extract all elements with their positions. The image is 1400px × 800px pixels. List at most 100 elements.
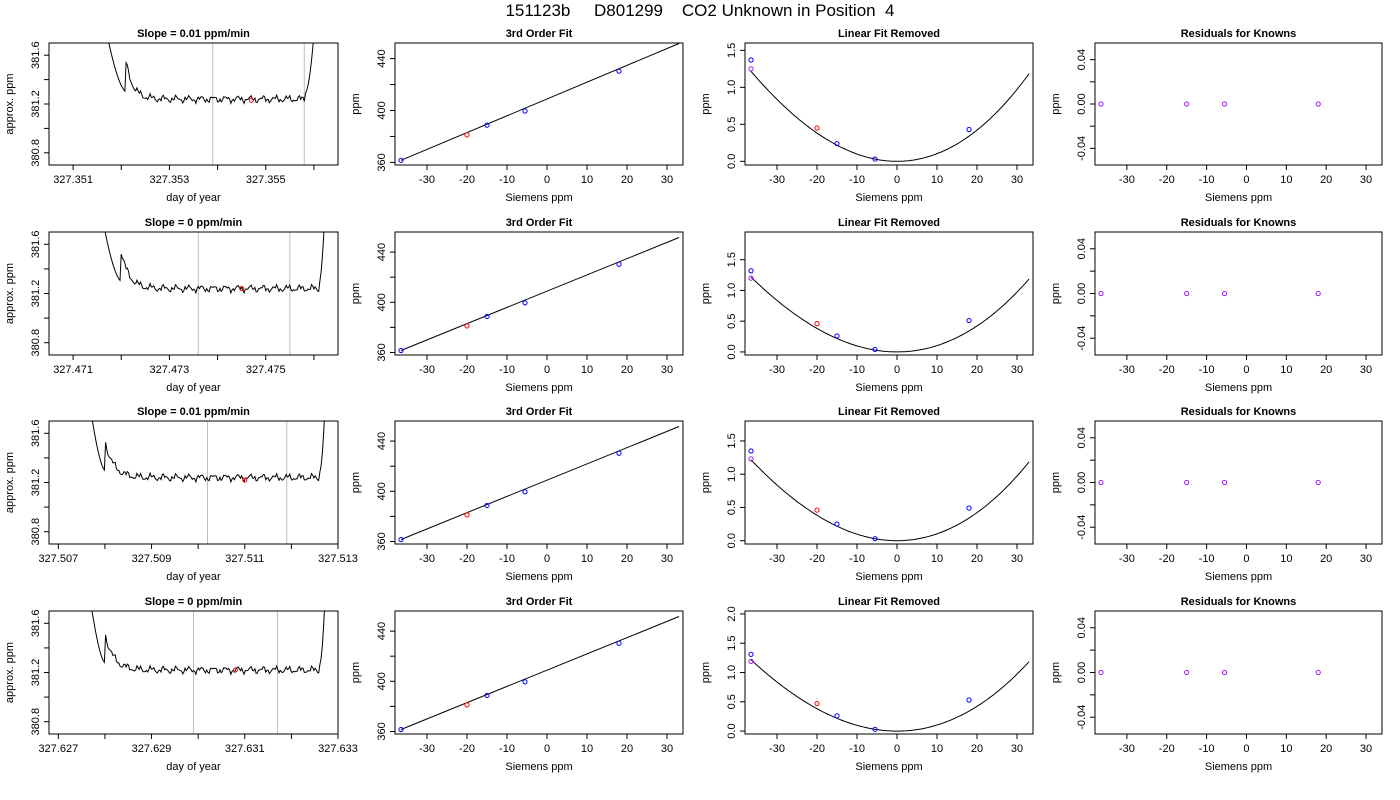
data-point xyxy=(1184,101,1190,107)
x-tick-label: -20 xyxy=(459,174,475,186)
data-point xyxy=(966,317,972,324)
x-axis-label: Siemens ppm xyxy=(855,761,922,773)
x-tick-label: -20 xyxy=(459,553,475,565)
panel-r4-c2: 3rd Order Fit Siemens ppm ppm -30 -20 -10 0 10 2… xyxy=(350,596,684,773)
y-tick-label: 1.0 xyxy=(726,80,738,95)
y-tick-label: 0.00 xyxy=(1076,93,1088,114)
data-point xyxy=(398,157,404,163)
panel-title: Slope = 0.01 ppm/min xyxy=(137,406,250,418)
data-point xyxy=(834,713,840,719)
y-tick-label: 0.0 xyxy=(726,154,738,169)
plot-frame xyxy=(394,610,684,735)
y-tick-label: -0.04 xyxy=(1076,515,1088,540)
data-point xyxy=(1184,669,1190,676)
x-tick-label: 0 xyxy=(544,174,550,186)
quadratic-curve xyxy=(750,276,1030,353)
y-tick-label: 381.6 xyxy=(30,420,42,448)
x-tick-label: -10 xyxy=(1199,743,1215,755)
panel-title: Linear Fit Removed xyxy=(838,28,940,40)
x-tick-label: 20 xyxy=(971,364,983,376)
data-point xyxy=(872,346,878,353)
plot-frame xyxy=(394,420,684,545)
x-tick-label: 10 xyxy=(931,364,943,376)
data-point xyxy=(1098,479,1104,486)
x-axis-label: Siemens ppm xyxy=(505,192,572,204)
plot-area xyxy=(398,616,680,733)
x-tick-label: 30 xyxy=(1360,553,1372,565)
y-tick-label: -0.04 xyxy=(1076,705,1088,730)
data-point xyxy=(814,700,820,707)
data-point xyxy=(464,702,470,708)
plot-frame xyxy=(394,42,684,166)
y-tick-label: 380.8 xyxy=(30,708,42,736)
y-tick-label: 0.5 xyxy=(726,117,738,132)
panel-r2-c2: 3rd Order Fit Siemens ppm ppm -30 -20 -10 0 10 2… xyxy=(350,217,684,394)
x-tick-label: 327.513 xyxy=(318,553,358,565)
x-tick-label: 327.633 xyxy=(318,743,358,755)
y-axis-label: ppm xyxy=(700,283,712,304)
y-axis-label: ppm xyxy=(1050,472,1062,493)
data-point xyxy=(834,521,840,527)
x-tick-label: 30 xyxy=(661,553,673,565)
x-tick-label: 327.473 xyxy=(150,364,190,376)
x-tick-label: 10 xyxy=(581,174,593,186)
x-tick-label: -20 xyxy=(809,743,825,755)
x-tick-label: 327.627 xyxy=(38,743,78,755)
x-tick-label: 30 xyxy=(661,743,673,755)
y-tick-label: 440 xyxy=(376,622,388,640)
data-point xyxy=(814,507,820,513)
mean-marker xyxy=(232,667,238,673)
data-point xyxy=(834,140,840,147)
data-point xyxy=(1221,669,1228,676)
x-tick-label: 0 xyxy=(544,553,550,565)
data-point xyxy=(398,536,404,543)
data-point xyxy=(748,658,754,664)
x-tick-label: 10 xyxy=(1280,553,1292,565)
x-tick-label: 10 xyxy=(1280,364,1292,376)
panel-r3-c2: 3rd Order Fit Siemens ppm ppm -30 -20 -10 0 10 2… xyxy=(350,406,684,583)
data-point xyxy=(1221,290,1228,297)
x-tick-label: 327.471 xyxy=(53,364,93,376)
data-point xyxy=(748,448,754,454)
x-tick-label: -20 xyxy=(809,364,825,376)
y-axis-label: ppm xyxy=(700,93,712,114)
x-tick-label: 0 xyxy=(1243,364,1249,376)
y-tick-label: 381.2 xyxy=(30,659,42,687)
x-axis-label: Siemens ppm xyxy=(505,571,572,583)
data-point xyxy=(464,323,470,329)
data-point xyxy=(1315,290,1321,297)
panel-r3-c4: Residuals for Knowns Siemens ppm ppm -30 -20… xyxy=(1050,406,1383,583)
x-tick-label: 30 xyxy=(661,174,673,186)
x-tick-label: -30 xyxy=(769,743,785,755)
x-tick-label: 327.475 xyxy=(246,364,286,376)
panel-title: 3rd Order Fit xyxy=(506,28,573,40)
x-tick-label: 0 xyxy=(894,553,900,565)
fit-line xyxy=(400,616,680,730)
y-tick-label: 381.2 xyxy=(30,90,42,118)
x-tick-label: 10 xyxy=(1280,743,1292,755)
plot-area xyxy=(748,57,1030,162)
x-tick-label: 0 xyxy=(1243,174,1249,186)
x-tick-label: -20 xyxy=(459,743,475,755)
x-tick-label: -10 xyxy=(499,174,515,186)
y-tick-label: 381.6 xyxy=(30,41,42,69)
y-tick-label: 360 xyxy=(376,532,388,550)
y-tick-label: 360 xyxy=(376,153,388,171)
y-tick-label: 440 xyxy=(376,432,388,450)
ppm-trace xyxy=(91,421,325,484)
y-tick-label: 1.5 xyxy=(726,252,738,267)
y-axis-label: ppm xyxy=(1050,662,1062,683)
x-tick-label: 30 xyxy=(1360,364,1372,376)
x-tick-label: -20 xyxy=(459,364,475,376)
data-point xyxy=(814,125,820,131)
y-tick-label: 381.2 xyxy=(30,469,42,497)
data-point xyxy=(616,68,622,74)
plot-frame xyxy=(48,42,339,166)
data-point xyxy=(1221,479,1228,486)
x-tick-label: 0 xyxy=(894,364,900,376)
panel-r3-c3: Linear Fit Removed Siemens ppm ppm -30 -20 -1… xyxy=(700,406,1034,583)
y-axis-label: ppm xyxy=(1050,93,1062,114)
x-tick-label: -30 xyxy=(419,174,435,186)
data-point xyxy=(484,502,490,509)
data-point xyxy=(872,156,878,162)
